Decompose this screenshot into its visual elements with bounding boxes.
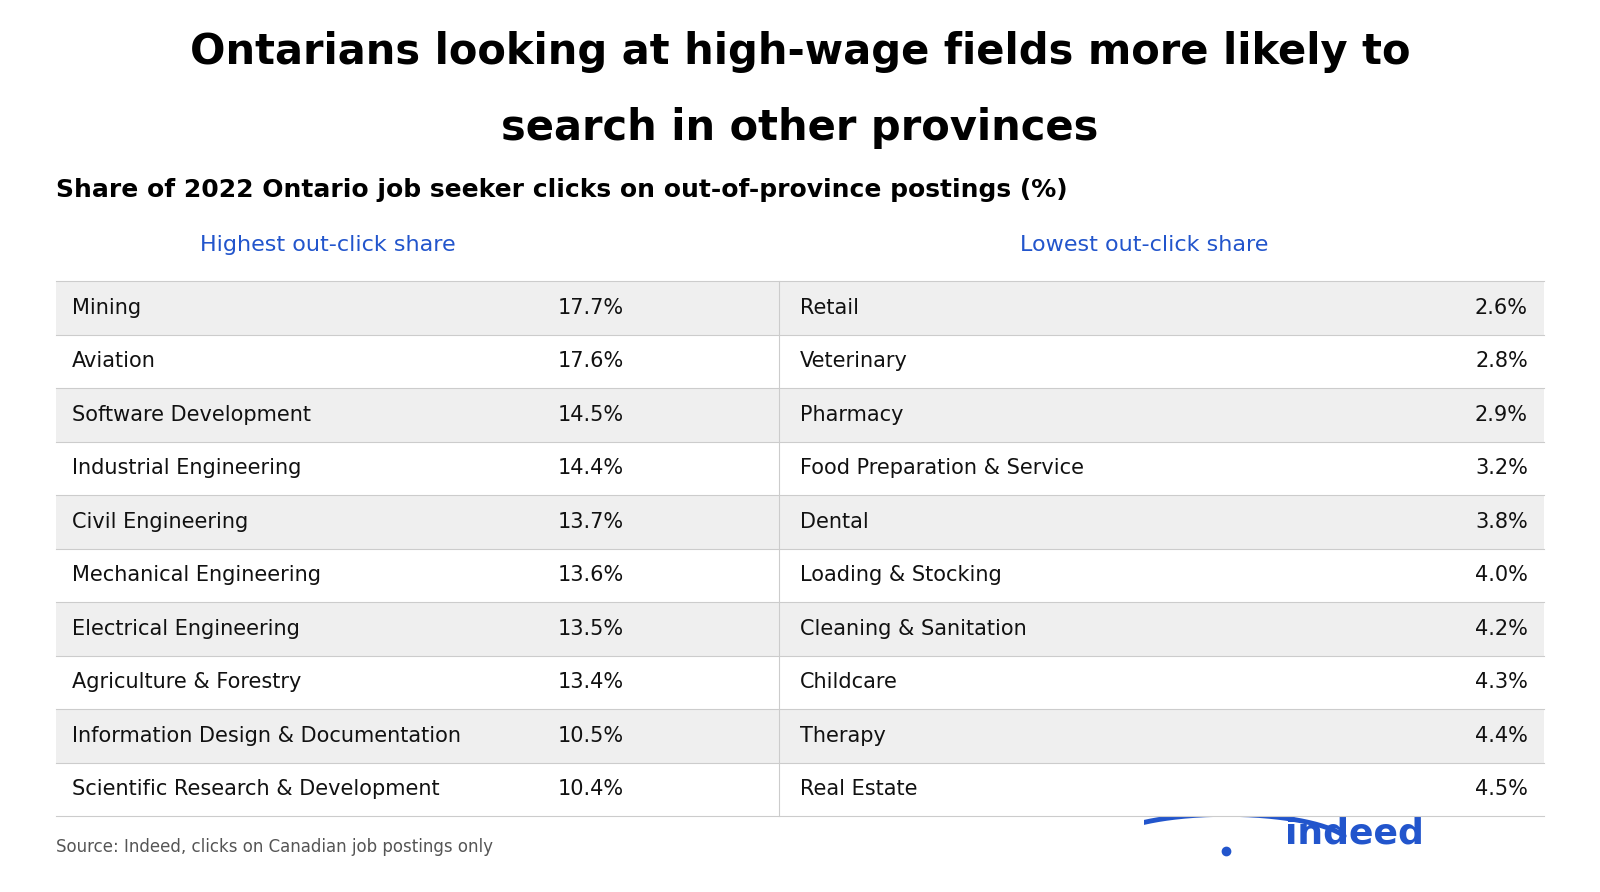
Text: 4.2%: 4.2% — [1475, 619, 1528, 639]
Text: Real Estate: Real Estate — [800, 780, 917, 799]
Text: Source: Indeed, clicks on Canadian job postings only: Source: Indeed, clicks on Canadian job p… — [56, 838, 493, 856]
Text: Food Preparation & Service: Food Preparation & Service — [800, 458, 1085, 478]
Text: Industrial Engineering: Industrial Engineering — [72, 458, 301, 478]
Text: Pharmacy: Pharmacy — [800, 405, 904, 425]
Text: 13.7%: 13.7% — [558, 512, 624, 532]
Text: 13.6%: 13.6% — [558, 566, 624, 585]
Text: Share of 2022 Ontario job seeker clicks on out-of-province postings (%): Share of 2022 Ontario job seeker clicks … — [56, 178, 1067, 202]
Text: Therapy: Therapy — [800, 726, 886, 746]
Text: Scientific Research & Development: Scientific Research & Development — [72, 780, 440, 799]
Text: 14.5%: 14.5% — [558, 405, 624, 425]
Text: Dental: Dental — [800, 512, 869, 532]
Text: 4.4%: 4.4% — [1475, 726, 1528, 746]
Text: 13.4%: 13.4% — [558, 673, 624, 692]
Text: Agriculture & Forestry: Agriculture & Forestry — [72, 673, 301, 692]
Text: search in other provinces: search in other provinces — [501, 107, 1099, 149]
Text: 4.5%: 4.5% — [1475, 780, 1528, 799]
Text: 10.5%: 10.5% — [558, 726, 624, 746]
Text: Childcare: Childcare — [800, 673, 898, 692]
Text: Retail: Retail — [800, 298, 859, 318]
Text: 14.4%: 14.4% — [558, 458, 624, 478]
Text: Ontarians looking at high-wage fields more likely to: Ontarians looking at high-wage fields mo… — [190, 31, 1410, 73]
Text: Veterinary: Veterinary — [800, 351, 907, 371]
Text: 13.5%: 13.5% — [558, 619, 624, 639]
Text: Aviation: Aviation — [72, 351, 155, 371]
Text: 2.6%: 2.6% — [1475, 298, 1528, 318]
Text: 3.8%: 3.8% — [1475, 512, 1528, 532]
Text: 17.6%: 17.6% — [558, 351, 624, 371]
Text: 10.4%: 10.4% — [558, 780, 624, 799]
Text: Software Development: Software Development — [72, 405, 310, 425]
Text: 2.8%: 2.8% — [1475, 351, 1528, 371]
Text: 4.0%: 4.0% — [1475, 566, 1528, 585]
Text: 2.9%: 2.9% — [1475, 405, 1528, 425]
Text: 4.3%: 4.3% — [1475, 673, 1528, 692]
Text: Mining: Mining — [72, 298, 141, 318]
Text: Highest out-click share: Highest out-click share — [200, 235, 456, 254]
Text: Mechanical Engineering: Mechanical Engineering — [72, 566, 322, 585]
Text: 3.2%: 3.2% — [1475, 458, 1528, 478]
Text: Lowest out-click share: Lowest out-click share — [1019, 235, 1269, 254]
Text: 17.7%: 17.7% — [558, 298, 624, 318]
Text: Electrical Engineering: Electrical Engineering — [72, 619, 299, 639]
Text: Civil Engineering: Civil Engineering — [72, 512, 248, 532]
Text: indeed: indeed — [1285, 817, 1424, 851]
Text: Information Design & Documentation: Information Design & Documentation — [72, 726, 461, 746]
Text: Cleaning & Sanitation: Cleaning & Sanitation — [800, 619, 1027, 639]
Text: Loading & Stocking: Loading & Stocking — [800, 566, 1002, 585]
